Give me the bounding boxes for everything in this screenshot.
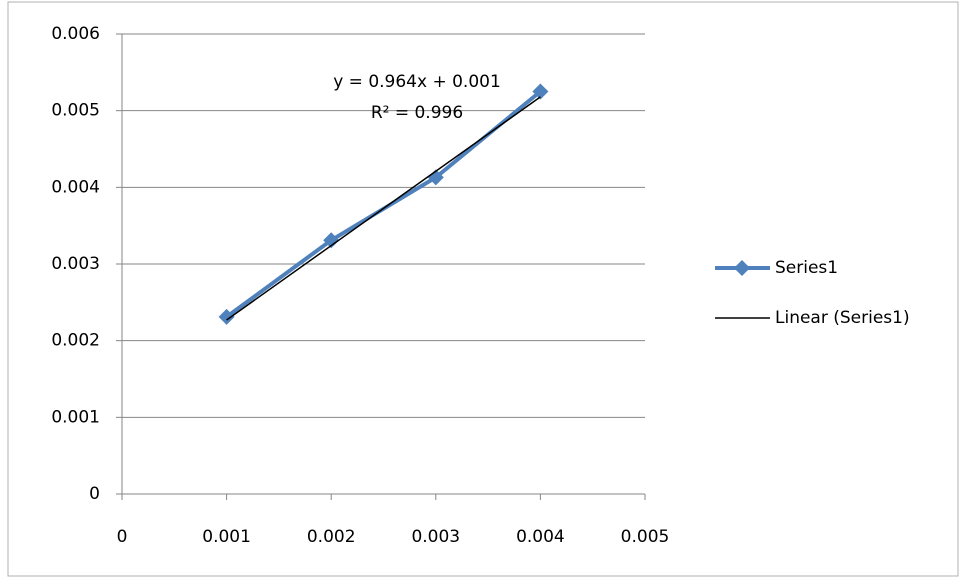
x-tick-label: 0.005 (621, 527, 670, 547)
x-tick-label: 0 (117, 527, 128, 547)
y-tick-label: 0.006 (51, 24, 100, 44)
x-tick-label: 0.002 (307, 527, 356, 547)
y-tick-label: 0.003 (51, 254, 100, 274)
legend-label: Linear (Series1) (775, 308, 910, 328)
y-tick-label: 0 (89, 484, 100, 504)
x-tick-label: 0.004 (516, 527, 565, 547)
trend-annotation: R² = 0.996 (371, 103, 463, 123)
x-tick-label: 0.003 (411, 527, 460, 547)
y-tick-label: 0.001 (51, 407, 100, 427)
chart: 0 0.001 0.002 0.003 0.004 0.005 0.006 0 0.001 0.0… (0, 0, 960, 578)
x-tick-label: 0.001 (202, 527, 251, 547)
legend-label: Series1 (775, 258, 838, 278)
trend-annotation: y = 0.964x + 0.001 (333, 72, 501, 92)
y-tick-label: 0.002 (51, 331, 100, 351)
y-tick-label: 0.005 (51, 101, 100, 121)
y-tick-label: 0.004 (51, 177, 100, 197)
